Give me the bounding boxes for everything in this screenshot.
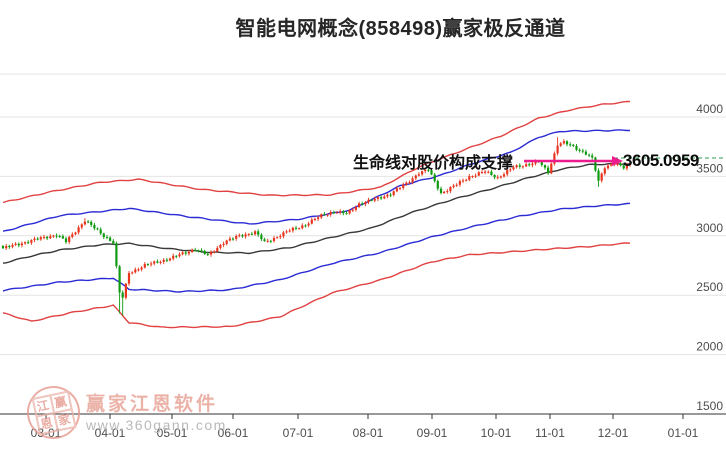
x-axis-label: 05-01 xyxy=(157,426,188,440)
chart-title: 智能电网概念(858498)赢家极反通道 xyxy=(235,18,566,40)
support-annotation-label: 生命线对股价构成支撑 xyxy=(353,155,514,172)
x-axis-label: 03-01 xyxy=(31,426,62,440)
support-arrow-head xyxy=(612,156,623,166)
stamp-seal-characters: 江 赢 恩 家 xyxy=(30,389,77,436)
x-axis-label: 06-01 xyxy=(218,426,249,440)
y-axis-label: 3500 xyxy=(696,161,723,175)
x-axis-label: 04-01 xyxy=(95,426,126,440)
y-axis-label: 2500 xyxy=(696,280,723,294)
channel-line-lower-blue xyxy=(2,202,631,293)
channel-line-life-line xyxy=(2,162,631,264)
x-axis-label: 01-01 xyxy=(668,426,699,440)
x-axis-label: 12-01 xyxy=(598,426,629,440)
x-axis-ticks: 03-01 04-01 05-01 06-01 07-01 08-01 09-01 10-01… xyxy=(31,414,699,440)
x-axis-label: 09-01 xyxy=(417,426,448,440)
support-annotation-value: 3605.0959 xyxy=(623,151,699,170)
x-axis-label: 11-01 xyxy=(535,426,565,440)
y-axis-label: 2000 xyxy=(696,340,723,354)
x-axis-label: 10-01 xyxy=(481,426,512,440)
y-axis-label: 4000 xyxy=(696,102,723,116)
stamp-char: 家 xyxy=(53,408,75,431)
y-axis-label: 3000 xyxy=(696,221,723,235)
channel-line-outer-top-red xyxy=(2,100,631,204)
y-axis-labels: 4000 3500 3000 2500 2000 1500 xyxy=(696,102,723,413)
gridlines xyxy=(0,73,726,356)
channel-line-outer-bottom-red xyxy=(2,242,631,329)
x-axis-label: 07-01 xyxy=(283,426,314,440)
candlestick-series xyxy=(1,137,632,316)
watermark-url-text: www.360gann.com xyxy=(86,417,227,433)
channel-line-upper-blue xyxy=(2,129,630,232)
watermark-brand-text: 赢家江恩软件 xyxy=(86,394,219,415)
y-axis-label: 1500 xyxy=(696,399,723,413)
x-axis-label: 08-01 xyxy=(353,426,384,440)
